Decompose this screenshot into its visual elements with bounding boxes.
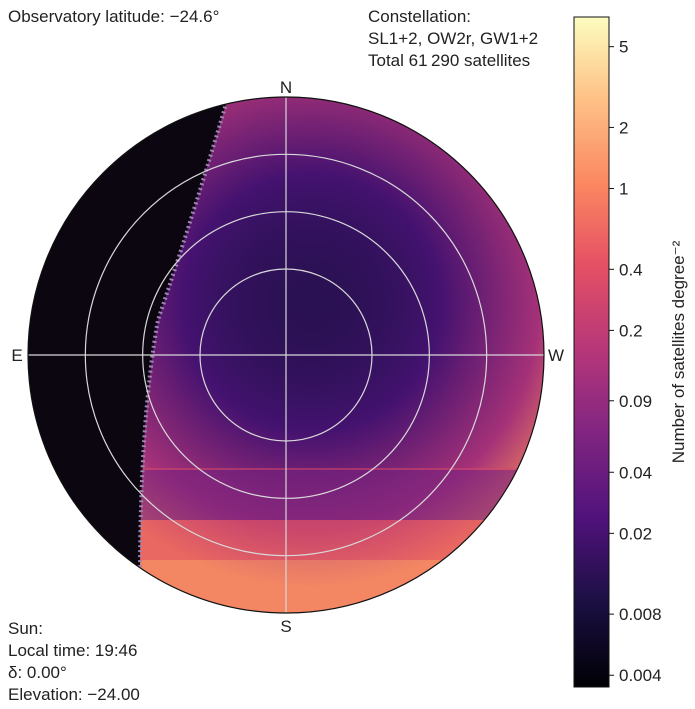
sun-elevation: Elevation: −24.00 (8, 685, 140, 704)
elevation-grid (28, 97, 544, 613)
earth-shadow-edge (138, 97, 230, 581)
constellation-total: Total 61 290 satellites (368, 51, 531, 70)
sun-title: Sun: (8, 619, 43, 638)
colorbar-tick-label: 5 (619, 38, 628, 57)
colorbar-label: Number of satellites degree⁻² (669, 240, 688, 463)
sun-info: Sun: Local time: 19:46 δ: 0.00° Elevatio… (8, 618, 140, 706)
compass-south: S (280, 617, 291, 636)
colorbar-tick-label: 0.008 (619, 605, 662, 624)
colorbar (573, 16, 610, 688)
compass-east: E (11, 346, 22, 365)
compass-north: N (280, 78, 292, 97)
constellation-info: Constellation: SL1+2, OW2r, GW1+2 Total … (368, 6, 538, 72)
constellation-title: Constellation: (368, 7, 472, 26)
sun-declination: δ: 0.00° (8, 663, 67, 682)
horizon-border (27, 96, 545, 614)
colorbar-tick-label: 0.004 (619, 666, 662, 685)
colorbar-ticks: 0.004 0.008 0.02 0.04 0.09 0.2 0.4 1 2 5 (609, 38, 662, 685)
compass-west: W (548, 346, 564, 365)
colorbar-tick-label: 0.4 (619, 260, 643, 279)
observatory-latitude-label: Observatory latitude: −24.6° (8, 7, 220, 26)
colorbar-tick-label: 0.09 (619, 392, 652, 411)
colorbar-tick-label: 0.04 (619, 463, 652, 482)
colorbar-tick-label: 1 (619, 180, 628, 199)
constellation-names: SL1+2, OW2r, GW1+2 (368, 29, 539, 48)
colorbar-tick-label: 0.2 (619, 321, 643, 340)
colorbar-tick-label: 2 (619, 118, 628, 137)
sun-local-time: Local time: 19:46 (8, 641, 138, 660)
colorbar-tick-label: 0.02 (619, 524, 652, 543)
